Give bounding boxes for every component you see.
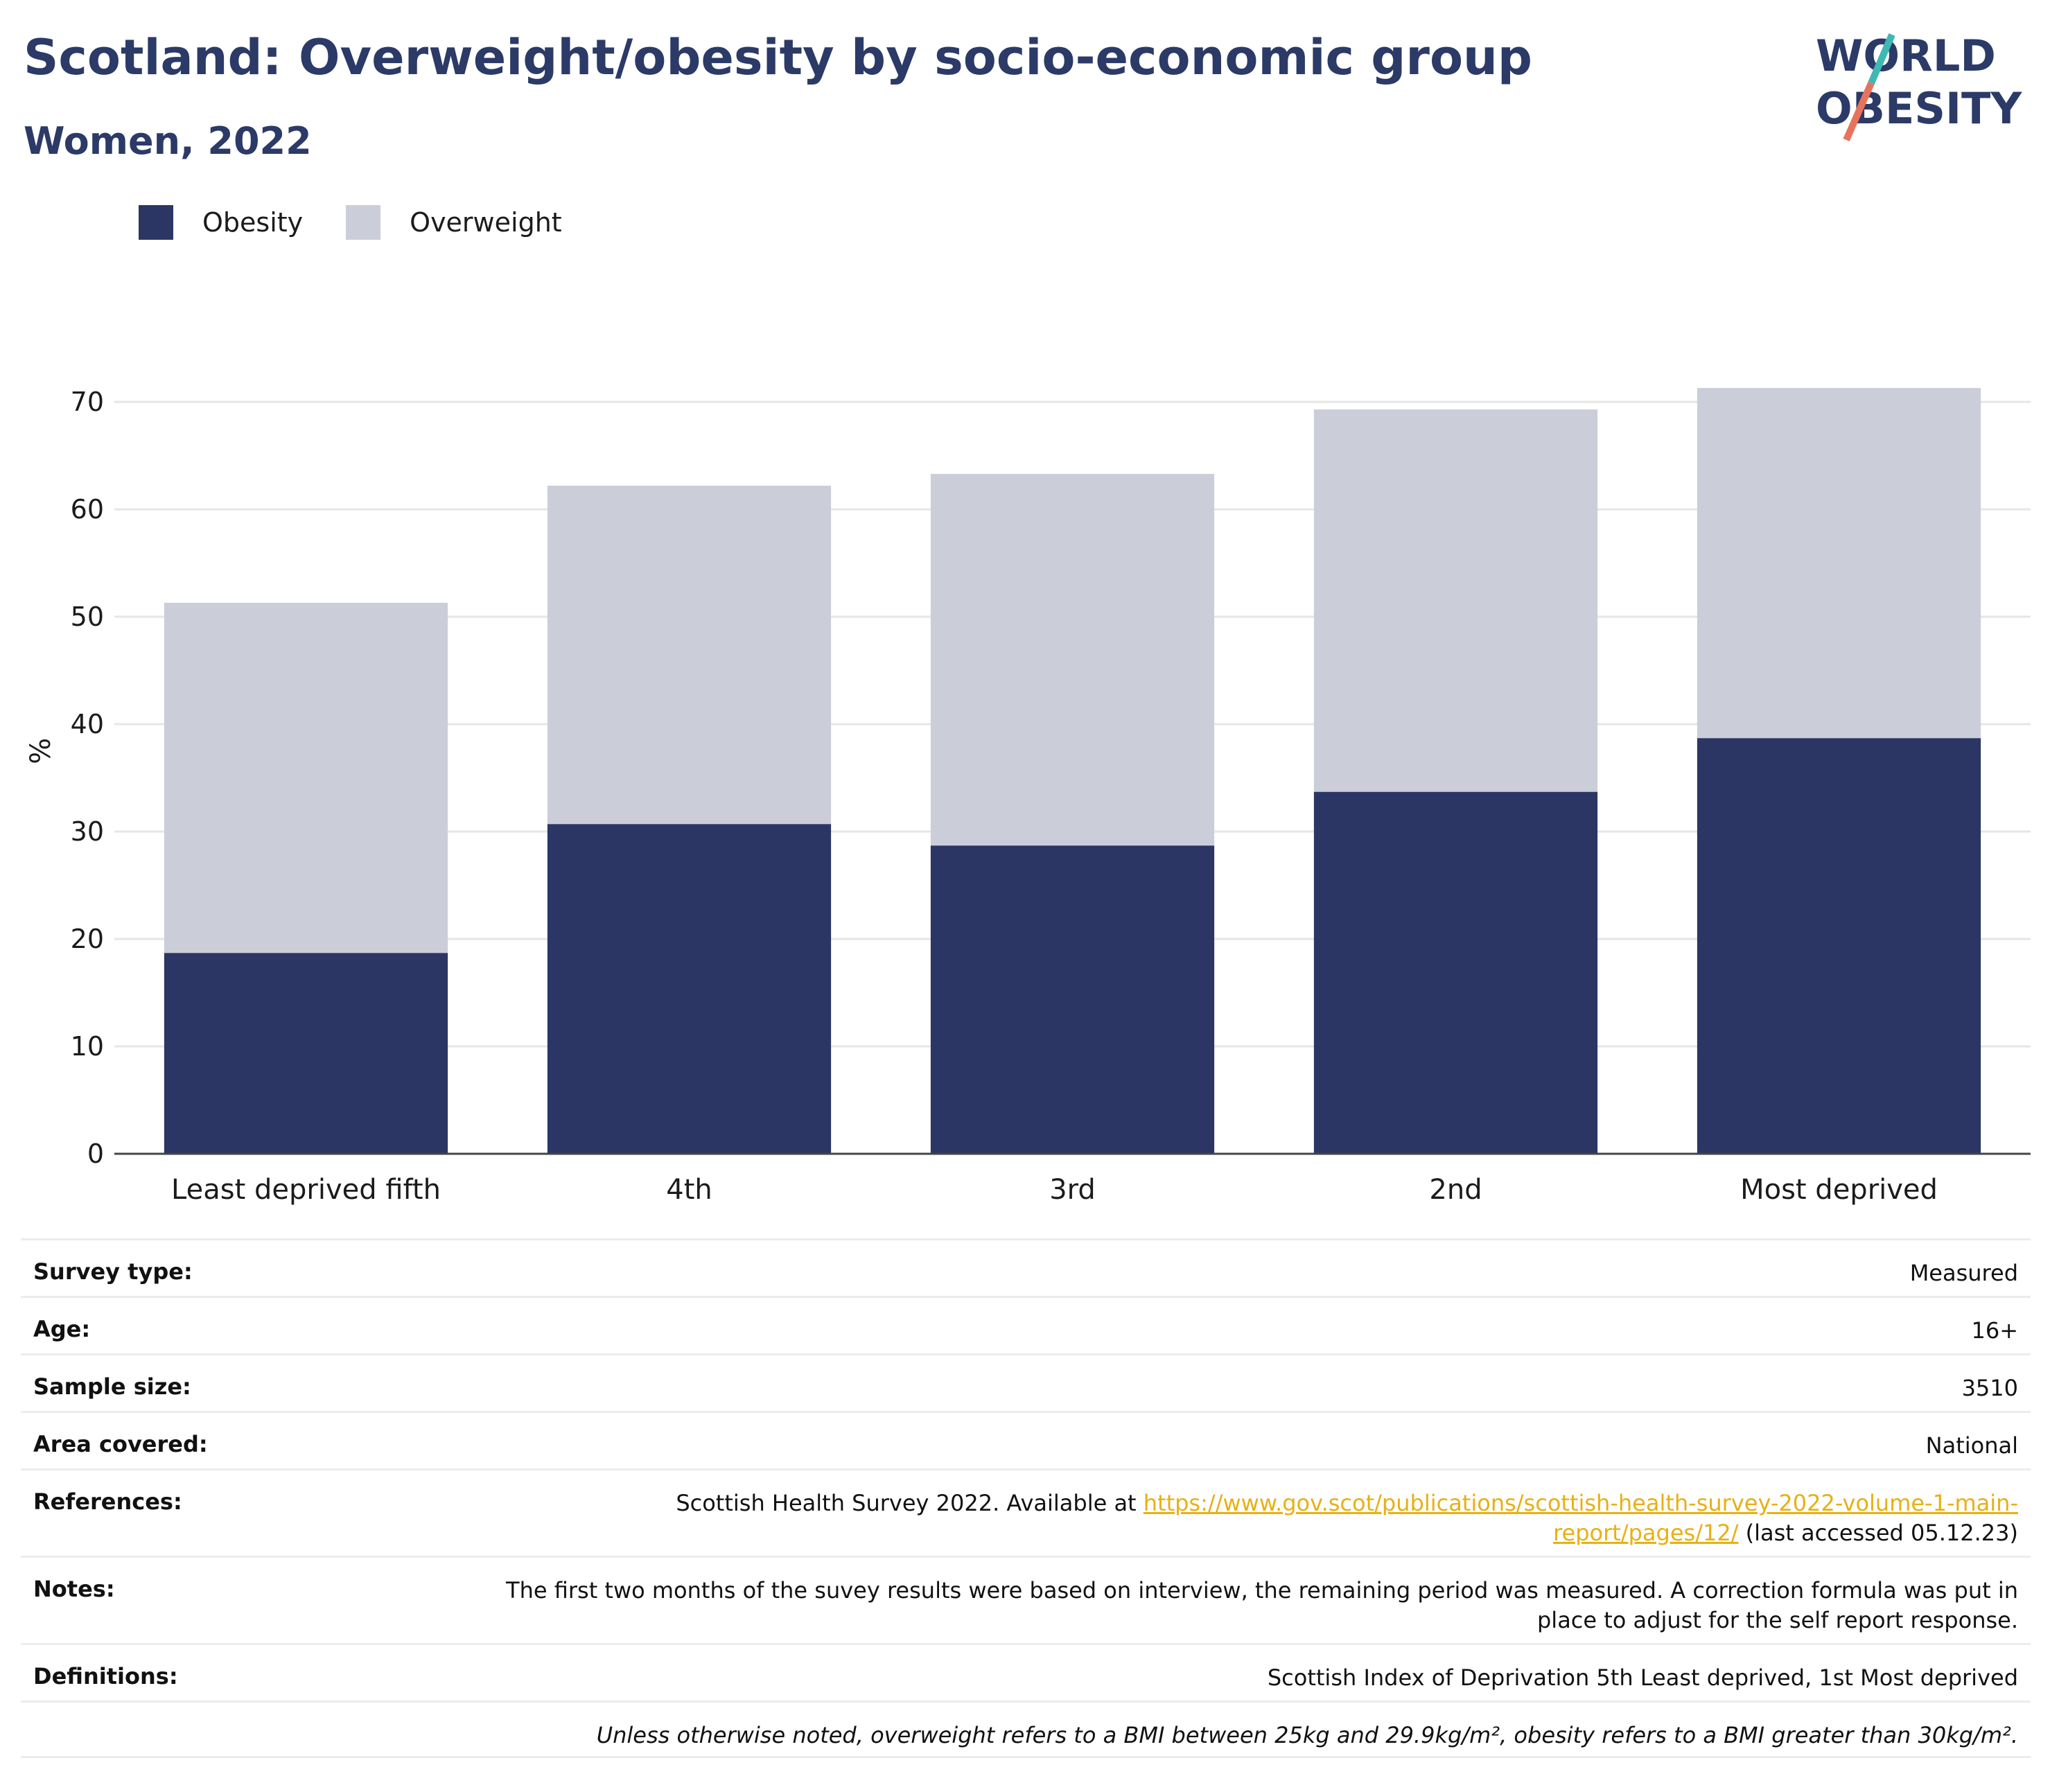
notes-label: Notes: — [33, 1576, 115, 1602]
sample-size-label: Sample size: — [33, 1373, 191, 1400]
y-axis-label: % — [25, 738, 57, 764]
age-label: Age: — [33, 1316, 91, 1342]
info-row-area: Area covered: National — [21, 1411, 2031, 1468]
info-row-footnote: Unless otherwise noted, overweight refer… — [21, 1701, 2031, 1758]
legend-item-overweight: Overweight — [346, 205, 562, 240]
bar-overweight-2 — [930, 473, 1215, 846]
x-tick-label-4: Most deprived — [1740, 1174, 1938, 1206]
page-title: Scotland: Overweight/obesity by socio-ec… — [24, 29, 1532, 86]
survey-type-label: Survey type: — [33, 1258, 193, 1285]
definitions-value: Scottish Index of Deprivation 5th Least … — [1267, 1664, 2018, 1691]
x-tick-label-2: 3rd — [1049, 1174, 1096, 1206]
info-row-notes: Notes: The first two months of the suvey… — [21, 1556, 2031, 1643]
bar-overweight-4 — [1697, 387, 1981, 739]
bar-obesity-3 — [1313, 791, 1598, 1154]
y-tick-label-10: 10 — [71, 1031, 104, 1062]
references-text: Scottish Health Survey 2022. Available a… — [676, 1490, 1144, 1516]
survey-info-table: Survey type: Measured Age: 16+ Sample si… — [21, 1238, 2031, 1758]
stacked-bar-chart: 0 10 20 30 40 50 60 70% Least deprived fifth 4th 3… — [25, 387, 2031, 1206]
page-subtitle: Women, 2022 — [24, 119, 312, 163]
y-tick-label-0: 0 — [87, 1139, 104, 1169]
y-tick-label-30: 30 — [71, 816, 104, 847]
bar-obesity-0 — [164, 953, 448, 1154]
bar-obesity-4 — [1697, 738, 1981, 1154]
info-row-references: References: Scottish Health Survey 2022.… — [21, 1468, 2031, 1556]
survey-type-value: Measured — [1909, 1260, 2018, 1286]
y-tick-label-70: 70 — [71, 387, 104, 417]
bar-overweight-1 — [547, 485, 832, 825]
info-row-sample-size: Sample size: 3510 — [21, 1353, 2031, 1411]
references-suffix: (last accessed 05.12.23) — [1738, 1520, 2018, 1546]
logo-slash-teal — [1868, 33, 1895, 85]
legend-swatch-overweight — [346, 205, 381, 240]
sample-size-value: 3510 — [1961, 1375, 2018, 1401]
bar-obesity-1 — [547, 824, 832, 1154]
bmi-footnote: Unless otherwise noted, overweight refer… — [596, 1722, 2018, 1748]
x-tick-label-1: 4th — [666, 1174, 712, 1206]
logo-line1: WORLD — [1816, 30, 1996, 81]
y-tick-label-40: 40 — [71, 709, 104, 739]
y-tick-label-50: 50 — [71, 601, 104, 632]
bar-obesity-2 — [930, 845, 1215, 1154]
world-obesity-logo: WORLD OBESITY — [1816, 30, 2022, 142]
references-label: References: — [33, 1488, 182, 1515]
logo-slash-coral — [1843, 81, 1875, 142]
age-value: 16+ — [1971, 1317, 2018, 1344]
legend-label-obesity: Obesity — [202, 207, 304, 238]
area-label: Area covered: — [33, 1431, 208, 1457]
area-value: National — [1925, 1432, 2018, 1459]
x-tick-label-0: Least deprived fifth — [171, 1174, 441, 1206]
legend-label-overweight: Overweight — [410, 207, 562, 238]
x-tick-label-3: 2nd — [1429, 1174, 1482, 1206]
legend-swatch-obesity — [139, 205, 173, 240]
chart-legend: Obesity Overweight — [139, 205, 605, 240]
bar-overweight-3 — [1313, 409, 1598, 792]
y-tick-label-60: 60 — [71, 494, 104, 525]
info-row-age: Age: 16+ — [21, 1296, 2031, 1353]
references-value: Scottish Health Survey 2022. Available a… — [676, 1488, 2018, 1548]
info-row-survey-type: Survey type: Measured — [21, 1238, 2031, 1296]
bar-overweight-0 — [164, 602, 448, 954]
legend-item-obesity: Obesity — [139, 205, 303, 240]
definitions-label: Definitions: — [33, 1663, 178, 1689]
references-link[interactable]: https://www.gov.scot/publications/scotti… — [1143, 1490, 2018, 1546]
info-row-definitions: Definitions: Scottish Index of Deprivati… — [21, 1643, 2031, 1701]
notes-value: The first two months of the suvey result… — [506, 1577, 2018, 1633]
y-tick-label-20: 20 — [71, 924, 104, 954]
